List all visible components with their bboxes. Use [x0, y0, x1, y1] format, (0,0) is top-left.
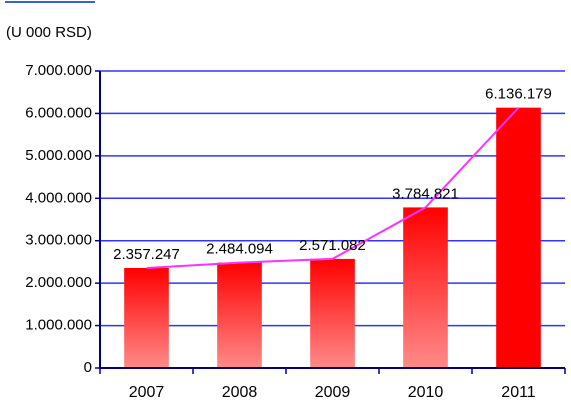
bar: [403, 207, 448, 368]
x-tick-label: 2008: [222, 384, 258, 401]
x-tick-label: 2007: [129, 384, 165, 401]
y-tick-label: 2.000.000: [25, 274, 92, 291]
bar: [496, 107, 541, 368]
data-label: 2.357.247: [113, 246, 180, 263]
y-tick-label: 3.000.000: [25, 232, 92, 249]
y-tick-label: 1.000.000: [25, 317, 92, 334]
y-tick-label: 4.000.000: [25, 189, 92, 206]
x-tick-label: 2011: [501, 384, 536, 401]
connect-line: [146, 106, 520, 269]
data-label: 3.784.821: [392, 185, 459, 202]
x-tick-label: 2010: [408, 384, 444, 401]
data-label: 6.136.179: [485, 86, 552, 103]
data-label: 2.484.094: [206, 241, 273, 258]
chart-subtitle: (U 000 RSD): [6, 24, 92, 41]
y-tick-label: 5.000.000: [25, 147, 92, 164]
bar: [217, 262, 262, 368]
data-label: 2.571.082: [299, 237, 366, 254]
bar: [124, 267, 169, 368]
y-tick-label: 7.000.000: [25, 62, 92, 79]
y-tick-label: 6.000.000: [25, 104, 92, 121]
x-tick-label: 2009: [315, 384, 351, 401]
bar: [310, 258, 355, 368]
y-tick-label: 0: [84, 359, 92, 376]
